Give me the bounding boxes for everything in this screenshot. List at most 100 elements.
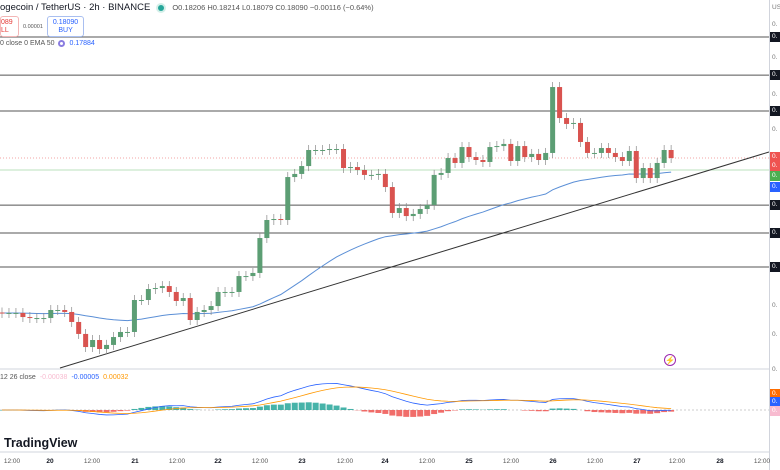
candle xyxy=(180,293,186,306)
candle xyxy=(97,335,103,355)
sell-button[interactable]: 089 LL xyxy=(0,16,19,37)
macd-histogram-bar xyxy=(249,408,256,410)
candle xyxy=(564,113,570,129)
candle-body xyxy=(0,312,5,314)
time-axis-label: 25 xyxy=(465,458,473,465)
ema-label: 0 close 0 EMA 50 xyxy=(0,40,55,47)
candle-body xyxy=(668,150,674,159)
candle-body xyxy=(327,149,333,151)
candle-body xyxy=(396,208,402,213)
lightning-icon[interactable]: ⚡ xyxy=(664,354,676,366)
candle-body xyxy=(410,213,416,217)
candle xyxy=(6,307,12,318)
candle xyxy=(431,169,437,210)
candle-body xyxy=(299,166,305,174)
candle-body xyxy=(598,148,604,153)
candle-body xyxy=(571,122,577,124)
candle-body xyxy=(459,147,465,163)
candle xyxy=(145,284,151,305)
price-axis-label: 0. xyxy=(772,126,778,133)
candle-body xyxy=(83,333,89,348)
candle-body xyxy=(480,160,486,162)
time-axis-label: 26 xyxy=(549,458,557,465)
price-axis-label: 0. xyxy=(772,302,778,309)
price-axis-label: 0. xyxy=(770,105,780,116)
macd-histogram-bar xyxy=(180,407,187,410)
tradingview-logo[interactable]: TradingView xyxy=(4,436,78,450)
candle-body xyxy=(654,162,660,179)
macd-histogram-bar xyxy=(312,402,319,410)
macd-histogram-bar xyxy=(319,403,326,410)
spread: 0.00001 xyxy=(23,23,43,30)
candle-body xyxy=(187,298,193,320)
candle xyxy=(396,203,402,218)
buy-button[interactable]: 0.18090 BUY xyxy=(46,16,85,37)
candle xyxy=(417,204,423,219)
symbol-title[interactable]: ogecoin / TetherUS · 2h · BINANCE xyxy=(0,2,151,13)
candle-body xyxy=(264,220,270,239)
candle xyxy=(536,148,542,165)
macd-histogram-bar xyxy=(145,406,152,410)
candle xyxy=(501,138,507,152)
macd-histogram-bar xyxy=(396,410,403,417)
macd-histogram-bar xyxy=(124,410,131,411)
price-axis-label: 0. xyxy=(770,182,780,192)
candle-body xyxy=(550,87,556,153)
candle xyxy=(13,307,19,318)
candle-body xyxy=(90,340,96,348)
macd-histogram-bar xyxy=(89,410,96,413)
macd-histogram-bar xyxy=(535,410,542,412)
candle xyxy=(529,148,535,163)
candle xyxy=(41,313,47,324)
candle xyxy=(236,271,242,297)
sell-label: LL xyxy=(1,27,9,34)
candle xyxy=(619,152,625,166)
macd-histogram-bar xyxy=(459,409,466,410)
macd-histogram-bar xyxy=(647,410,654,414)
candle-body xyxy=(584,141,590,153)
candle-body xyxy=(431,174,437,205)
macd-histogram-bar xyxy=(668,410,675,412)
candle-body xyxy=(348,167,353,169)
candle xyxy=(55,305,61,315)
candle xyxy=(187,293,193,325)
candle xyxy=(111,332,117,350)
price-axis-label: 0. xyxy=(770,389,780,399)
candle xyxy=(271,214,277,225)
candle xyxy=(494,141,500,153)
macd-histogram-bar xyxy=(570,408,577,410)
time-axis-label: 12:00 xyxy=(83,458,101,465)
macd-legend[interactable]: 12 26 close -0.00038 -0.00005 0.00032 xyxy=(0,374,128,381)
candle-body xyxy=(55,310,61,311)
candle xyxy=(438,167,444,180)
trendline[interactable] xyxy=(59,151,770,369)
candle xyxy=(257,233,263,278)
candle-body xyxy=(69,311,75,322)
candle-body xyxy=(271,219,277,221)
candle xyxy=(20,307,26,323)
candle xyxy=(152,283,158,295)
candle-body xyxy=(341,149,347,169)
ema-value: 0.17884 xyxy=(69,40,95,47)
candle xyxy=(48,305,54,324)
macd-value: -0.00005 xyxy=(71,374,100,381)
macd-histogram-bar xyxy=(591,410,598,413)
candle-body xyxy=(97,340,103,350)
price-axis-label: 0. xyxy=(770,200,780,211)
macd-histogram-bar xyxy=(500,409,507,410)
macd-histogram-bar xyxy=(235,408,242,410)
candle-body xyxy=(236,276,242,292)
candle-body xyxy=(591,152,597,154)
ema-legend[interactable]: 0 close 0 EMA 50 0.17884 xyxy=(0,40,95,47)
candle-body xyxy=(334,149,340,151)
candle-body xyxy=(417,209,423,214)
price-axis-label: 0. xyxy=(772,21,778,28)
candle-body xyxy=(180,298,186,301)
macd-hist-value: -0.00038 xyxy=(39,374,68,381)
candle xyxy=(334,144,340,155)
candle xyxy=(173,286,179,306)
candle xyxy=(508,138,514,166)
price-axis-label: 0. xyxy=(770,262,780,273)
time-axis-label: 23 xyxy=(298,458,306,465)
